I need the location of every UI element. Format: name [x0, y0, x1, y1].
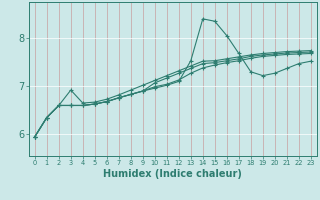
X-axis label: Humidex (Indice chaleur): Humidex (Indice chaleur) — [103, 169, 242, 179]
